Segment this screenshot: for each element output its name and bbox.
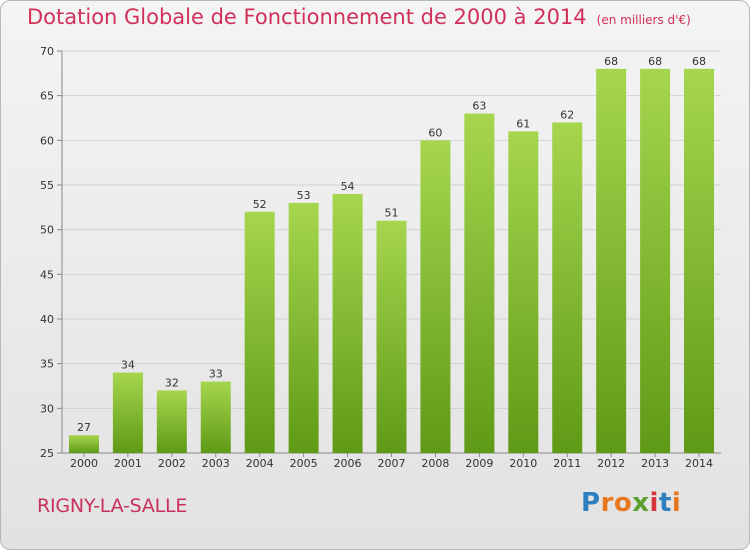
logo-letter: x: [632, 488, 650, 518]
x-tick-label: 2009: [465, 457, 493, 470]
data-label: 62: [560, 108, 574, 121]
x-tick-label: 2002: [158, 457, 186, 470]
bar: [596, 68, 627, 453]
x-tick-label: 2014: [685, 457, 713, 470]
data-label: 54: [341, 180, 355, 193]
proxiti-logo[interactable]: Proxiti: [581, 488, 681, 518]
data-label: 33: [209, 368, 223, 381]
bar: [420, 140, 451, 454]
x-tick-label: 2011: [553, 457, 581, 470]
y-tick-label: 25: [40, 447, 54, 460]
chart-title-text: Dotation Globale de Fonctionnement de 20…: [27, 5, 587, 29]
data-label: 27: [77, 421, 91, 434]
bar: [552, 122, 583, 453]
bar: [332, 193, 363, 453]
y-tick-label: 35: [40, 358, 54, 371]
data-label: 32: [165, 376, 179, 389]
y-tick-label: 60: [40, 134, 54, 147]
x-tick-label: 2013: [641, 457, 669, 470]
y-tick-label: 40: [40, 313, 54, 326]
commune-name: RIGNY-LA-SALLE: [37, 495, 188, 517]
x-tick-label: 2012: [597, 457, 625, 470]
y-tick-label: 65: [40, 90, 54, 103]
x-tick-label: 2000: [70, 457, 98, 470]
logo-letter: t: [658, 488, 672, 518]
x-tick-label: 2004: [246, 457, 274, 470]
bar: [68, 435, 99, 453]
x-tick-label: 2006: [334, 457, 362, 470]
bar: [376, 220, 407, 453]
data-label: 68: [604, 55, 618, 68]
data-label: 53: [297, 189, 311, 202]
bar: [508, 131, 539, 453]
bar: [112, 372, 143, 453]
data-label: 68: [692, 55, 706, 68]
bar: [244, 211, 275, 453]
data-label: 68: [648, 55, 662, 68]
bar: [640, 68, 671, 453]
data-label: 52: [253, 198, 267, 211]
data-label: 51: [385, 207, 399, 220]
bar: [684, 68, 715, 453]
y-tick-label: 45: [40, 268, 54, 281]
x-tick-label: 2001: [114, 457, 142, 470]
x-tick-label: 2003: [202, 457, 230, 470]
data-label: 60: [428, 126, 442, 139]
y-tick-label: 50: [40, 224, 54, 237]
logo-letter: i: [671, 488, 682, 518]
data-label: 34: [121, 359, 135, 372]
logo-letter: P: [581, 488, 601, 518]
logo-letter: o: [613, 488, 633, 518]
bars: [68, 68, 715, 454]
logo-letter: i: [649, 488, 659, 518]
y-tick-label: 55: [40, 179, 54, 192]
data-label: 61: [516, 117, 530, 130]
x-tick-label: 2005: [290, 457, 318, 470]
data-label: 63: [472, 100, 486, 113]
logo-letter: r: [600, 488, 614, 518]
bar: [156, 390, 187, 453]
bar: [464, 113, 495, 454]
y-tick-label: 30: [40, 402, 54, 415]
y-tick-label: 70: [40, 45, 54, 58]
bar: [288, 202, 319, 453]
chart-title: Dotation Globale de Fonctionnement de 20…: [27, 5, 691, 29]
x-tick-label: 2010: [509, 457, 537, 470]
x-tick-label: 2008: [421, 457, 449, 470]
unit-label: (en milliers d'€): [596, 13, 691, 27]
labels: 27 2000 34 2001 32 2002 33 2003 52 2004 53 2005 54 20…: [70, 55, 713, 470]
bar: [200, 381, 231, 453]
x-tick-label: 2007: [378, 457, 406, 470]
